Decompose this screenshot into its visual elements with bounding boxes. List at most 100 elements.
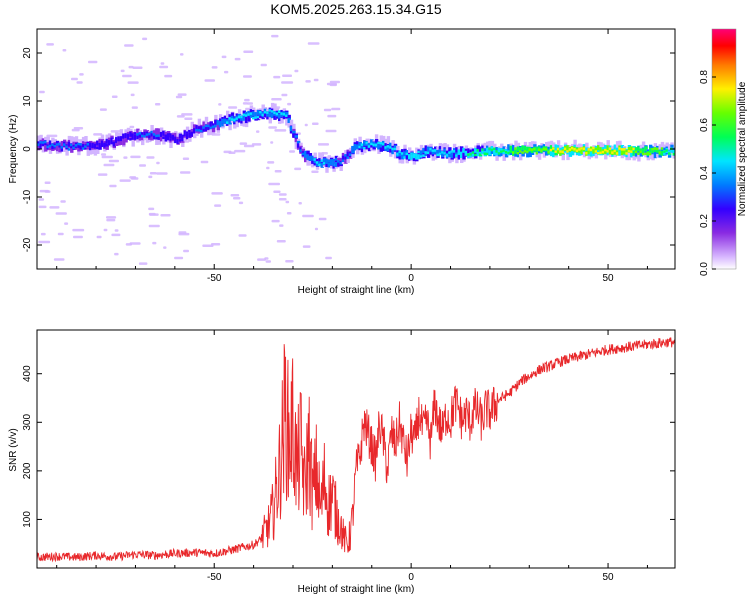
spectrogram-noise-patch (267, 161, 275, 164)
spectrogram-cell (58, 142, 62, 146)
spectrogram-cell (476, 149, 480, 152)
spectrogram-cell (542, 147, 547, 151)
spectrogram-noise-patch (53, 258, 65, 261)
spectrogram-cell (471, 151, 476, 157)
snr-x-tick-label: 0 (408, 572, 414, 583)
spectrogram-noise-patch (234, 149, 246, 153)
spectrogram-cell (55, 143, 60, 152)
spectrogram-cell (455, 152, 459, 164)
spectrogram-noise-patch (148, 224, 160, 228)
spectrogram-cell (150, 130, 154, 134)
spectrogram-cell (653, 147, 658, 150)
spectrogram-cell (660, 150, 665, 156)
spectrogram-cell (254, 112, 258, 118)
spectrogram-cell (115, 140, 119, 143)
spectrogram-cell (150, 125, 154, 136)
colorbar-fill (711, 28, 737, 270)
spectrogram-noise-patch (106, 218, 116, 222)
spectrogram-cell (651, 147, 655, 151)
spectrogram-noise-patch (234, 57, 241, 61)
spectrogram-cell (344, 154, 348, 157)
spectrogram-cell (620, 148, 625, 151)
spectrogram-noise-patch (138, 262, 148, 265)
spectrogram-cell (81, 147, 86, 150)
spectrogram-cell (356, 145, 360, 148)
spectrogram-cell (391, 140, 395, 152)
spectrogram-cell (448, 151, 452, 154)
spectrogram-cell (332, 161, 336, 167)
spectrogram-cell (545, 147, 549, 156)
spectrogram-cell (91, 145, 95, 148)
snr-x-tick-label: 50 (602, 572, 614, 583)
spectrogram-cell (207, 124, 211, 128)
spectrogram-noise-patch (233, 197, 241, 200)
spectrogram-cell (266, 111, 270, 117)
spectrogram-cell (516, 152, 521, 155)
spectrogram-cell (112, 142, 116, 145)
spectrogram-cell (552, 147, 556, 150)
spectrogram-noise-patch (64, 222, 69, 225)
spectrogram-cell (292, 132, 296, 138)
spectrogram-y-tick-label: 20 (22, 47, 33, 59)
spectrogram-noise-patch (271, 98, 282, 101)
spectrogram-cell (322, 162, 327, 165)
spectrogram-cell (519, 147, 523, 153)
spectrogram-cell (178, 139, 183, 142)
spectrogram-cell (351, 145, 355, 151)
spectrogram-cell (568, 148, 573, 151)
spectrogram-cell (424, 151, 428, 154)
spectrogram-cell (372, 143, 376, 147)
spectrogram-noise-patch (99, 108, 107, 111)
spectrogram-cell (419, 155, 424, 158)
spectrogram-cell (332, 159, 336, 162)
spectrogram-cell (55, 143, 60, 146)
spectrogram-cell (398, 150, 402, 153)
spectrogram-cell (209, 126, 213, 130)
spectrogram-y-axis-label: Frequency (Hz) (8, 115, 19, 184)
spectrogram-cell (39, 141, 43, 144)
spectrogram-cell (200, 129, 204, 133)
spectrogram-cell (641, 152, 646, 156)
spectrogram-cell (70, 136, 74, 148)
spectrogram-noise-patch (149, 172, 157, 175)
spectrogram-cell (119, 129, 124, 141)
spectrogram-cell (552, 149, 556, 158)
spectrogram-cell (44, 143, 48, 152)
spectrogram-x-tick-label: 50 (602, 273, 614, 284)
spectrogram-cell (452, 150, 457, 153)
spectrogram-marks (37, 34, 675, 265)
spectrogram-noise-patch (282, 74, 292, 77)
spectrogram-cell (209, 121, 213, 127)
spectrogram-noise-patch (123, 156, 128, 159)
spectrogram-noise-patch (305, 80, 311, 83)
spectrogram-cell (152, 133, 157, 136)
spectrogram-cell (131, 135, 135, 147)
spectrogram-cell (169, 138, 173, 141)
spectrogram-cell (268, 109, 272, 112)
spectrogram-noise-patch (182, 157, 190, 160)
spectrogram-cell (512, 144, 516, 153)
spectrogram-noise-patch (274, 170, 282, 173)
spectrogram-noise-patch (302, 245, 311, 248)
spectrogram-cell (159, 132, 164, 135)
spectrogram-noise-patch (327, 114, 337, 118)
spectrogram-cell (178, 133, 183, 139)
spectrogram-noise-patch (257, 258, 266, 261)
spectrogram-cell (107, 140, 112, 143)
spectrogram-noise-patch (129, 176, 137, 179)
spectrogram-cell (649, 152, 653, 156)
spectrogram-cell (348, 153, 353, 156)
spectrogram-noise-patch (274, 129, 287, 132)
spectrogram-cell (623, 148, 627, 151)
spectrogram-cell (155, 134, 159, 138)
spectrogram-cell (653, 150, 658, 159)
spectrogram-cell (296, 140, 301, 144)
spectrogram-noise-patch (260, 63, 267, 67)
spectrogram-cell (571, 147, 575, 156)
spectrogram-cell (554, 144, 558, 153)
spectrogram-cell (606, 145, 610, 151)
spectrogram-cell (74, 136, 79, 148)
spectrogram-noise-patch (119, 179, 131, 182)
spectrogram-cell (37, 135, 41, 147)
spectrogram-noise-patch (265, 260, 271, 263)
